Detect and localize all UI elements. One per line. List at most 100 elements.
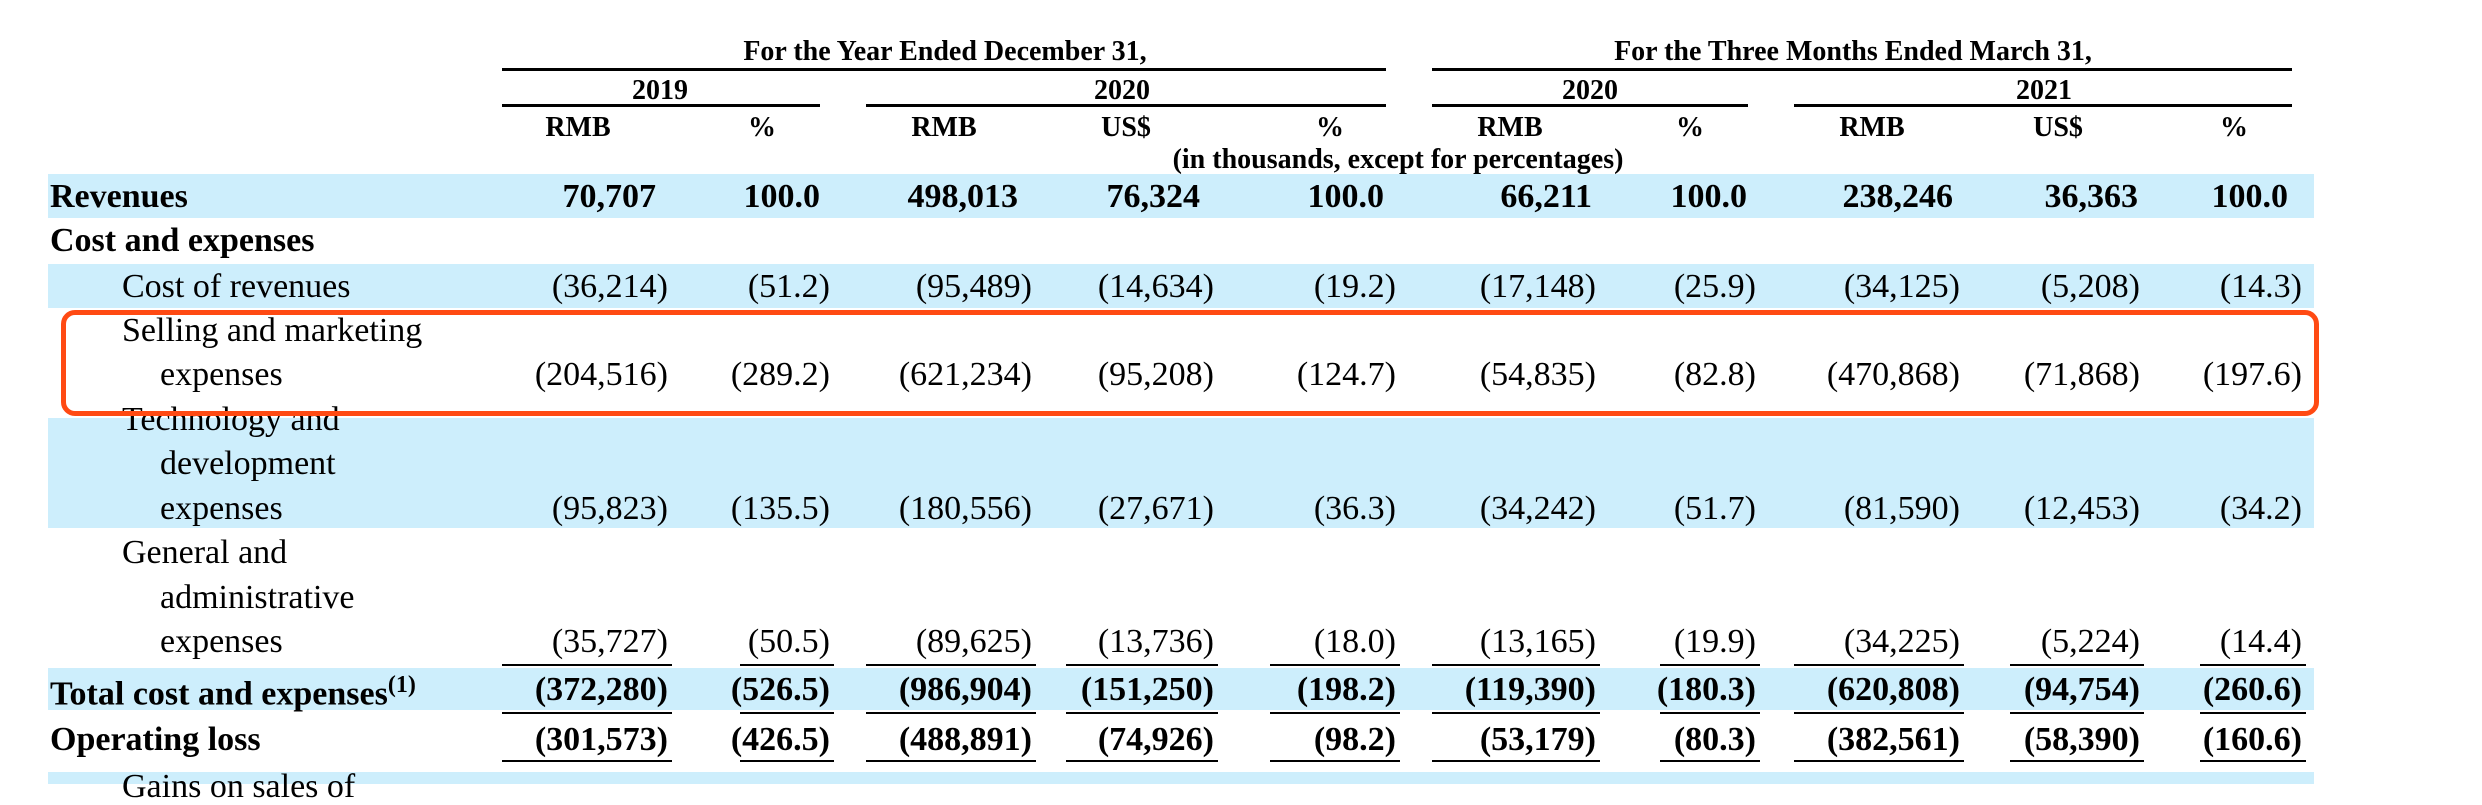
cost-of-revenues-cell: (34,125) — [1843, 268, 1960, 305]
operating-loss-cell: (301,573) — [534, 721, 668, 758]
cost-of-revenues-cell: (5,208) — [2040, 268, 2140, 305]
cost-of-revenues-cell: (17,148) — [1479, 268, 1596, 305]
general-cell: (89,625) — [915, 623, 1032, 660]
year-2019-rule — [502, 104, 820, 107]
operating-loss-cell: (80.3) — [1673, 721, 1756, 758]
cost-of-revenues-cell: (36,214) — [551, 268, 668, 305]
operating-loss-cell: (488,891) — [898, 721, 1032, 758]
revenues-cell: 100.0 — [1670, 178, 1748, 215]
selling-cell: (621,234) — [898, 356, 1032, 393]
header-quarter-rule — [1432, 68, 2292, 71]
technology-cell: (51.7) — [1673, 490, 1756, 527]
rule-below-operating-loss — [1270, 760, 1400, 762]
total-cell: (986,904) — [898, 671, 1032, 708]
revenues-cell: 36,363 — [2044, 178, 2139, 215]
selling-cell: (204,516) — [534, 356, 668, 393]
technology-cell: (34.2) — [2219, 490, 2302, 527]
total-cell: (198.2) — [1296, 671, 1396, 708]
rule-below-total — [1270, 712, 1400, 714]
year-2019: 2019 — [632, 75, 688, 106]
rule-below-operating-loss — [1066, 760, 1218, 762]
rule-above-total — [2200, 664, 2306, 666]
unit-col-3: RMB — [911, 112, 977, 143]
rule-above-total — [1066, 664, 1218, 666]
general-cell: (14.4) — [2219, 623, 2302, 660]
rule-above-total — [1432, 664, 1600, 666]
cost-of-revenues-cell: (14.3) — [2219, 268, 2302, 305]
selling-cell: (197.6) — [2202, 356, 2302, 393]
rule-below-operating-loss — [1794, 760, 1964, 762]
shade-technology — [48, 418, 2314, 528]
general-cell: (35,727) — [551, 623, 668, 660]
technology-cell: (135.5) — [730, 490, 830, 527]
row-label-cost-and-expenses: Cost and expenses — [50, 222, 315, 259]
technology-cell: (180,556) — [898, 490, 1032, 527]
row-label-general-3: expenses — [160, 623, 283, 660]
total-cell: (119,390) — [1464, 671, 1596, 708]
row-label-partial-next: Gains on sales of — [122, 768, 356, 805]
row-label-technology-1: Technology and — [122, 401, 340, 438]
shade-total — [48, 668, 2314, 710]
rule-below-total — [502, 712, 672, 714]
row-label-cost-of-revenues: Cost of revenues — [122, 268, 351, 305]
selling-cell: (71,868) — [2023, 356, 2140, 393]
rule-below-operating-loss — [1432, 760, 1600, 762]
operating-loss-cell: (426.5) — [730, 721, 830, 758]
technology-cell: (12,453) — [2023, 490, 2140, 527]
operating-loss-cell: (98.2) — [1313, 721, 1396, 758]
selling-cell: (289.2) — [730, 356, 830, 393]
unit-col-1: RMB — [545, 112, 611, 143]
rule-above-total — [1660, 664, 1760, 666]
total-label-text: Total cost and expenses — [50, 675, 388, 713]
technology-cell: (81,590) — [1843, 490, 1960, 527]
cost-of-revenues-cell: (51.2) — [747, 268, 830, 305]
shade-revenues — [48, 174, 2314, 218]
year-2021: 2021 — [2016, 75, 2072, 106]
revenues-cell: 238,246 — [1842, 178, 1954, 215]
rule-below-total — [2010, 712, 2144, 714]
units-note: (in thousands, except for percentages) — [1172, 144, 1624, 175]
unit-col-10: % — [2220, 112, 2248, 143]
rule-above-total — [2010, 664, 2144, 666]
rule-below-operating-loss — [2200, 760, 2306, 762]
total-cell: (620,808) — [1826, 671, 1960, 708]
unit-col-6: RMB — [1477, 112, 1543, 143]
rule-below-operating-loss — [2010, 760, 2144, 762]
selling-cell: (82.8) — [1673, 356, 1756, 393]
revenues-cell: 100.0 — [2211, 178, 2289, 215]
unit-col-2: % — [748, 112, 776, 143]
technology-cell: (27,671) — [1097, 490, 1214, 527]
operating-loss-cell: (74,926) — [1097, 721, 1214, 758]
operating-loss-cell: (53,179) — [1479, 721, 1596, 758]
rule-below-total — [740, 712, 834, 714]
revenues-cell: 76,324 — [1106, 178, 1201, 215]
rule-below-total — [1660, 712, 1760, 714]
operating-loss-cell: (58,390) — [2023, 721, 2140, 758]
rule-below-total — [1432, 712, 1600, 714]
header-quarter-group: For the Three Months Ended March 31, — [1614, 36, 2092, 67]
general-cell: (13,165) — [1479, 623, 1596, 660]
total-cell: (94,754) — [2023, 671, 2140, 708]
year-2021-rule — [1794, 104, 2292, 107]
revenues-cell: 70,707 — [562, 178, 657, 215]
cost-of-revenues-cell: (14,634) — [1097, 268, 1214, 305]
row-label-operating-loss: Operating loss — [50, 721, 261, 758]
selling-cell: (124.7) — [1296, 356, 1396, 393]
rule-below-total — [866, 712, 1036, 714]
technology-cell: (34,242) — [1479, 490, 1596, 527]
rule-below-operating-loss — [866, 760, 1036, 762]
unit-col-8: RMB — [1839, 112, 1905, 143]
technology-cell: (95,823) — [551, 490, 668, 527]
technology-cell: (36.3) — [1313, 490, 1396, 527]
rule-below-total — [2200, 712, 2306, 714]
unit-col-7: % — [1676, 112, 1704, 143]
row-label-selling-2: expenses — [160, 356, 283, 393]
rule-below-operating-loss — [1660, 760, 1760, 762]
year-2020-annual: 2020 — [1094, 75, 1150, 106]
rule-below-total — [1794, 712, 1964, 714]
selling-cell: (470,868) — [1826, 356, 1960, 393]
operating-loss-cell: (382,561) — [1826, 721, 1960, 758]
rule-above-total — [740, 664, 834, 666]
revenues-cell: 100.0 — [1307, 178, 1385, 215]
unit-col-5: % — [1316, 112, 1344, 143]
